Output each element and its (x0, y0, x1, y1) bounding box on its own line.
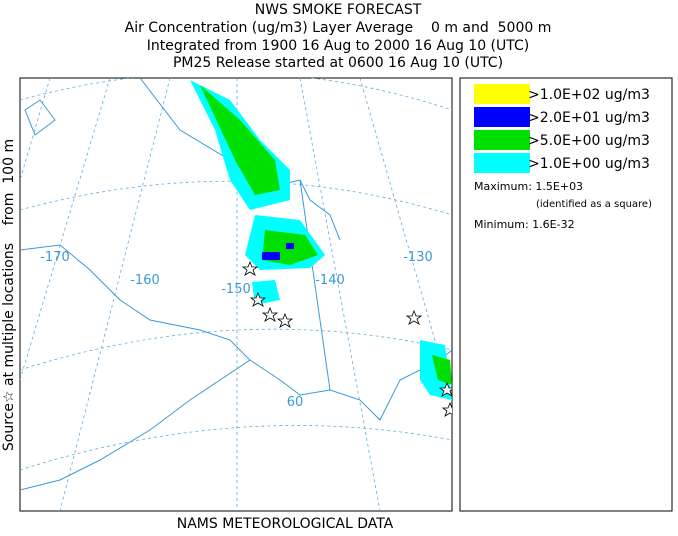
legend-label: >1.0E+02 ug/m3 (528, 87, 650, 103)
maximum: Maximum: 1.5E+03 (474, 180, 583, 193)
legend: >1.0E+02 ug/m3 >2.0E+01 ug/m3 >5.0E+00 ug/… (474, 84, 650, 173)
subtitle: PM25 Release started at 0600 16 Aug 10 (… (173, 55, 503, 71)
legend-label: >1.0E+00 ug/m3 (528, 156, 650, 172)
longitude-label: -170 (40, 250, 70, 265)
legend-label: >2.0E+01 ug/m3 (528, 110, 650, 126)
side-label: Source☆ at multiple locations from 100 m (1, 139, 17, 451)
longitude-label: -160 (130, 273, 160, 288)
source-markers (241, 260, 452, 417)
footer: NAMS METEOROLOGICAL DATA (177, 516, 394, 532)
legend-swatch (474, 107, 530, 127)
maximum-note: (identified as a square) (536, 199, 652, 210)
title: NWS SMOKE FORECAST (255, 2, 422, 18)
legend-swatch (474, 84, 530, 104)
longitude-label: -140 (315, 273, 345, 288)
map-content: -170 -160 -150 -140 -130 60 (20, 78, 452, 511)
longitude-label: -130 (403, 250, 433, 265)
longitude-label: -150 (221, 282, 251, 297)
legend-swatch (474, 130, 530, 150)
latitude-label: 60 (287, 395, 304, 410)
graticule (20, 78, 452, 511)
subtitle: Air Concentration (ug/m3) Layer Average … (125, 20, 552, 36)
legend-frame (459, 77, 673, 512)
legend-label: >5.0E+00 ug/m3 (528, 133, 650, 149)
smoke-plume (190, 80, 452, 400)
minimum: Minimum: 1.6E-32 (474, 218, 575, 231)
legend-swatch (474, 153, 530, 173)
subtitle: Integrated from 1900 16 Aug to 2000 16 A… (147, 38, 530, 54)
